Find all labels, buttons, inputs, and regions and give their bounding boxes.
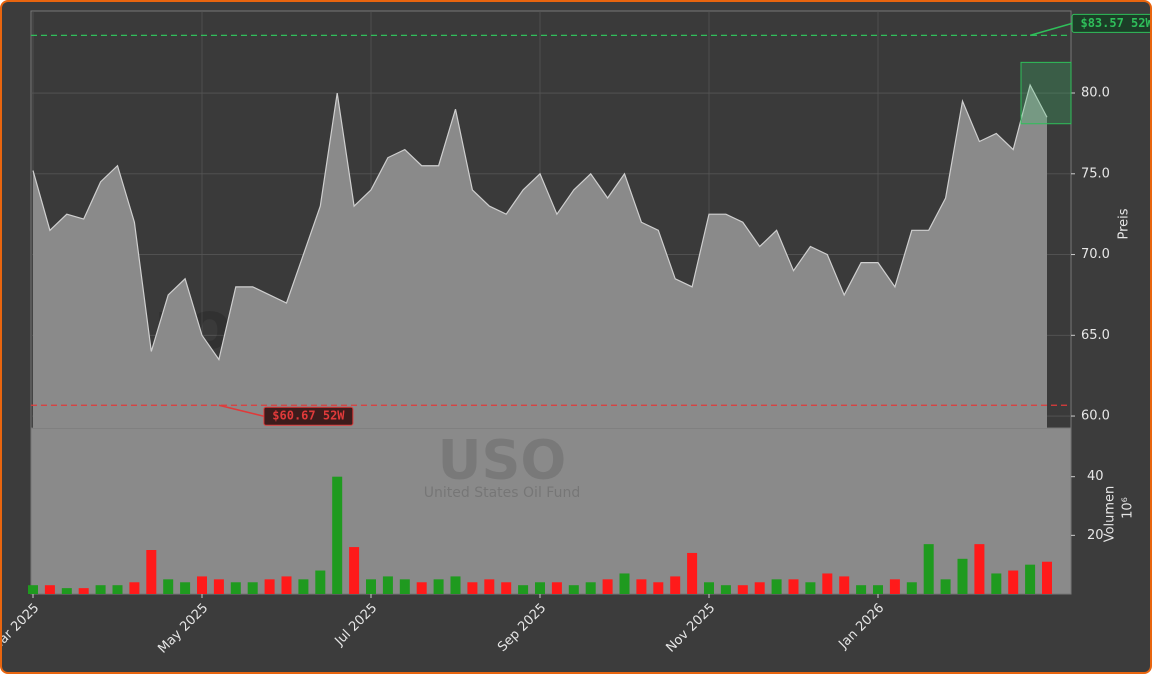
- price-area: [33, 84, 1047, 429]
- hline-label: $60.67 52W: [272, 409, 345, 423]
- x-tick-label: Jan 2026: [835, 601, 887, 653]
- volume-bar: [1025, 564, 1036, 594]
- volume-bar: [720, 585, 731, 594]
- volume-bar: [754, 582, 765, 594]
- volume-bar: [332, 476, 343, 594]
- volume-bar: [281, 576, 292, 594]
- volume-bar: [737, 585, 748, 594]
- volume-panel: [30, 427, 1072, 595]
- volume-bar: [230, 582, 241, 594]
- volume-bar: [687, 552, 698, 594]
- volume-bar: [771, 579, 782, 594]
- volume-bar: [518, 585, 529, 594]
- hline-label-box: [263, 406, 354, 426]
- y-tick-label: 60.0: [1081, 409, 1110, 424]
- volume-bar: [44, 585, 55, 594]
- volume-bar: [1008, 570, 1019, 594]
- volume-bar: [213, 579, 224, 594]
- price-line: [32, 83, 1048, 361]
- volume-bar: [61, 588, 72, 594]
- hline-arrow: [1029, 22, 1073, 37]
- volume-bar: [315, 570, 326, 594]
- volume-bar: [112, 585, 123, 594]
- volume-bar: [349, 547, 360, 594]
- watermark-subtitle: United States Oil Fund: [424, 485, 580, 501]
- x-tick-label: May 2025: [155, 601, 211, 657]
- volume-bar: [957, 558, 968, 594]
- volume-bar: [146, 550, 157, 594]
- volume-bar: [653, 582, 664, 594]
- range-box: [1020, 61, 1072, 125]
- volume-bar: [197, 576, 207, 594]
- volume-bar: [467, 582, 478, 594]
- volume-bar: [129, 582, 140, 594]
- hline-label-box: [1071, 13, 1150, 33]
- volume-bar: [974, 544, 985, 594]
- volume-bar: [28, 585, 38, 594]
- volume-bar: [805, 582, 816, 594]
- volume-bar: [264, 579, 275, 594]
- volume-bar: [180, 582, 191, 594]
- volume-bar: [923, 544, 934, 594]
- y-axis-label: Volumen: [1103, 486, 1118, 543]
- y-tick-label: 75.0: [1081, 166, 1110, 181]
- volume-bar: [940, 579, 951, 594]
- x-tick-label: Nov 2025: [663, 601, 718, 656]
- volume-bar: [78, 588, 89, 594]
- volume-bar: [163, 579, 174, 594]
- y-axis-unit: 10⁶: [1121, 497, 1136, 519]
- volume-bar: [416, 582, 427, 594]
- hline-label: $83.57 52W: [1080, 16, 1150, 30]
- volume-bar: [1042, 561, 1052, 594]
- volume-bar: [399, 579, 410, 594]
- volume-bar: [247, 582, 258, 594]
- hline-arrow: [218, 404, 265, 417]
- volume-bar: [670, 576, 681, 594]
- volume-bar: [568, 585, 579, 594]
- volume-bar: [704, 582, 714, 594]
- volume-bar: [906, 582, 917, 594]
- watermark-title: USO: [438, 429, 567, 492]
- x-tick-label: Jul 2025: [332, 601, 381, 650]
- x-tick-label: Sep 2025: [495, 601, 549, 655]
- x-tick-label: Mar 2025: [2, 601, 42, 655]
- volume-bar: [873, 585, 883, 594]
- volume-bar: [501, 582, 512, 594]
- volume-bar: [366, 579, 376, 594]
- y-tick-label: 65.0: [1081, 328, 1110, 343]
- y-tick-label: 70.0: [1081, 247, 1110, 262]
- volume-bar: [535, 582, 545, 594]
- volume-bar: [839, 576, 850, 594]
- volume-bar: [450, 576, 461, 594]
- volume-bar: [382, 576, 393, 594]
- volume-bar: [619, 573, 630, 594]
- y-tick-label: 20: [1087, 528, 1104, 543]
- volume-bar: [822, 573, 833, 594]
- volume-bar: [889, 579, 900, 594]
- volume-bar: [95, 585, 106, 594]
- y-axis-label: Preis: [1117, 208, 1132, 239]
- volume-bar: [991, 573, 1002, 594]
- volume-bar: [433, 579, 444, 594]
- volume-bar: [856, 585, 867, 594]
- volume-bar: [585, 582, 596, 594]
- volume-bar: [788, 579, 799, 594]
- volume-bar: [602, 579, 613, 594]
- y-tick-label: 40: [1087, 469, 1104, 484]
- volume-bar: [484, 579, 495, 594]
- y-tick-label: 80.0: [1081, 86, 1110, 101]
- volume-bar: [298, 579, 309, 594]
- volume-bar: [551, 582, 562, 594]
- volume-bar: [636, 579, 647, 594]
